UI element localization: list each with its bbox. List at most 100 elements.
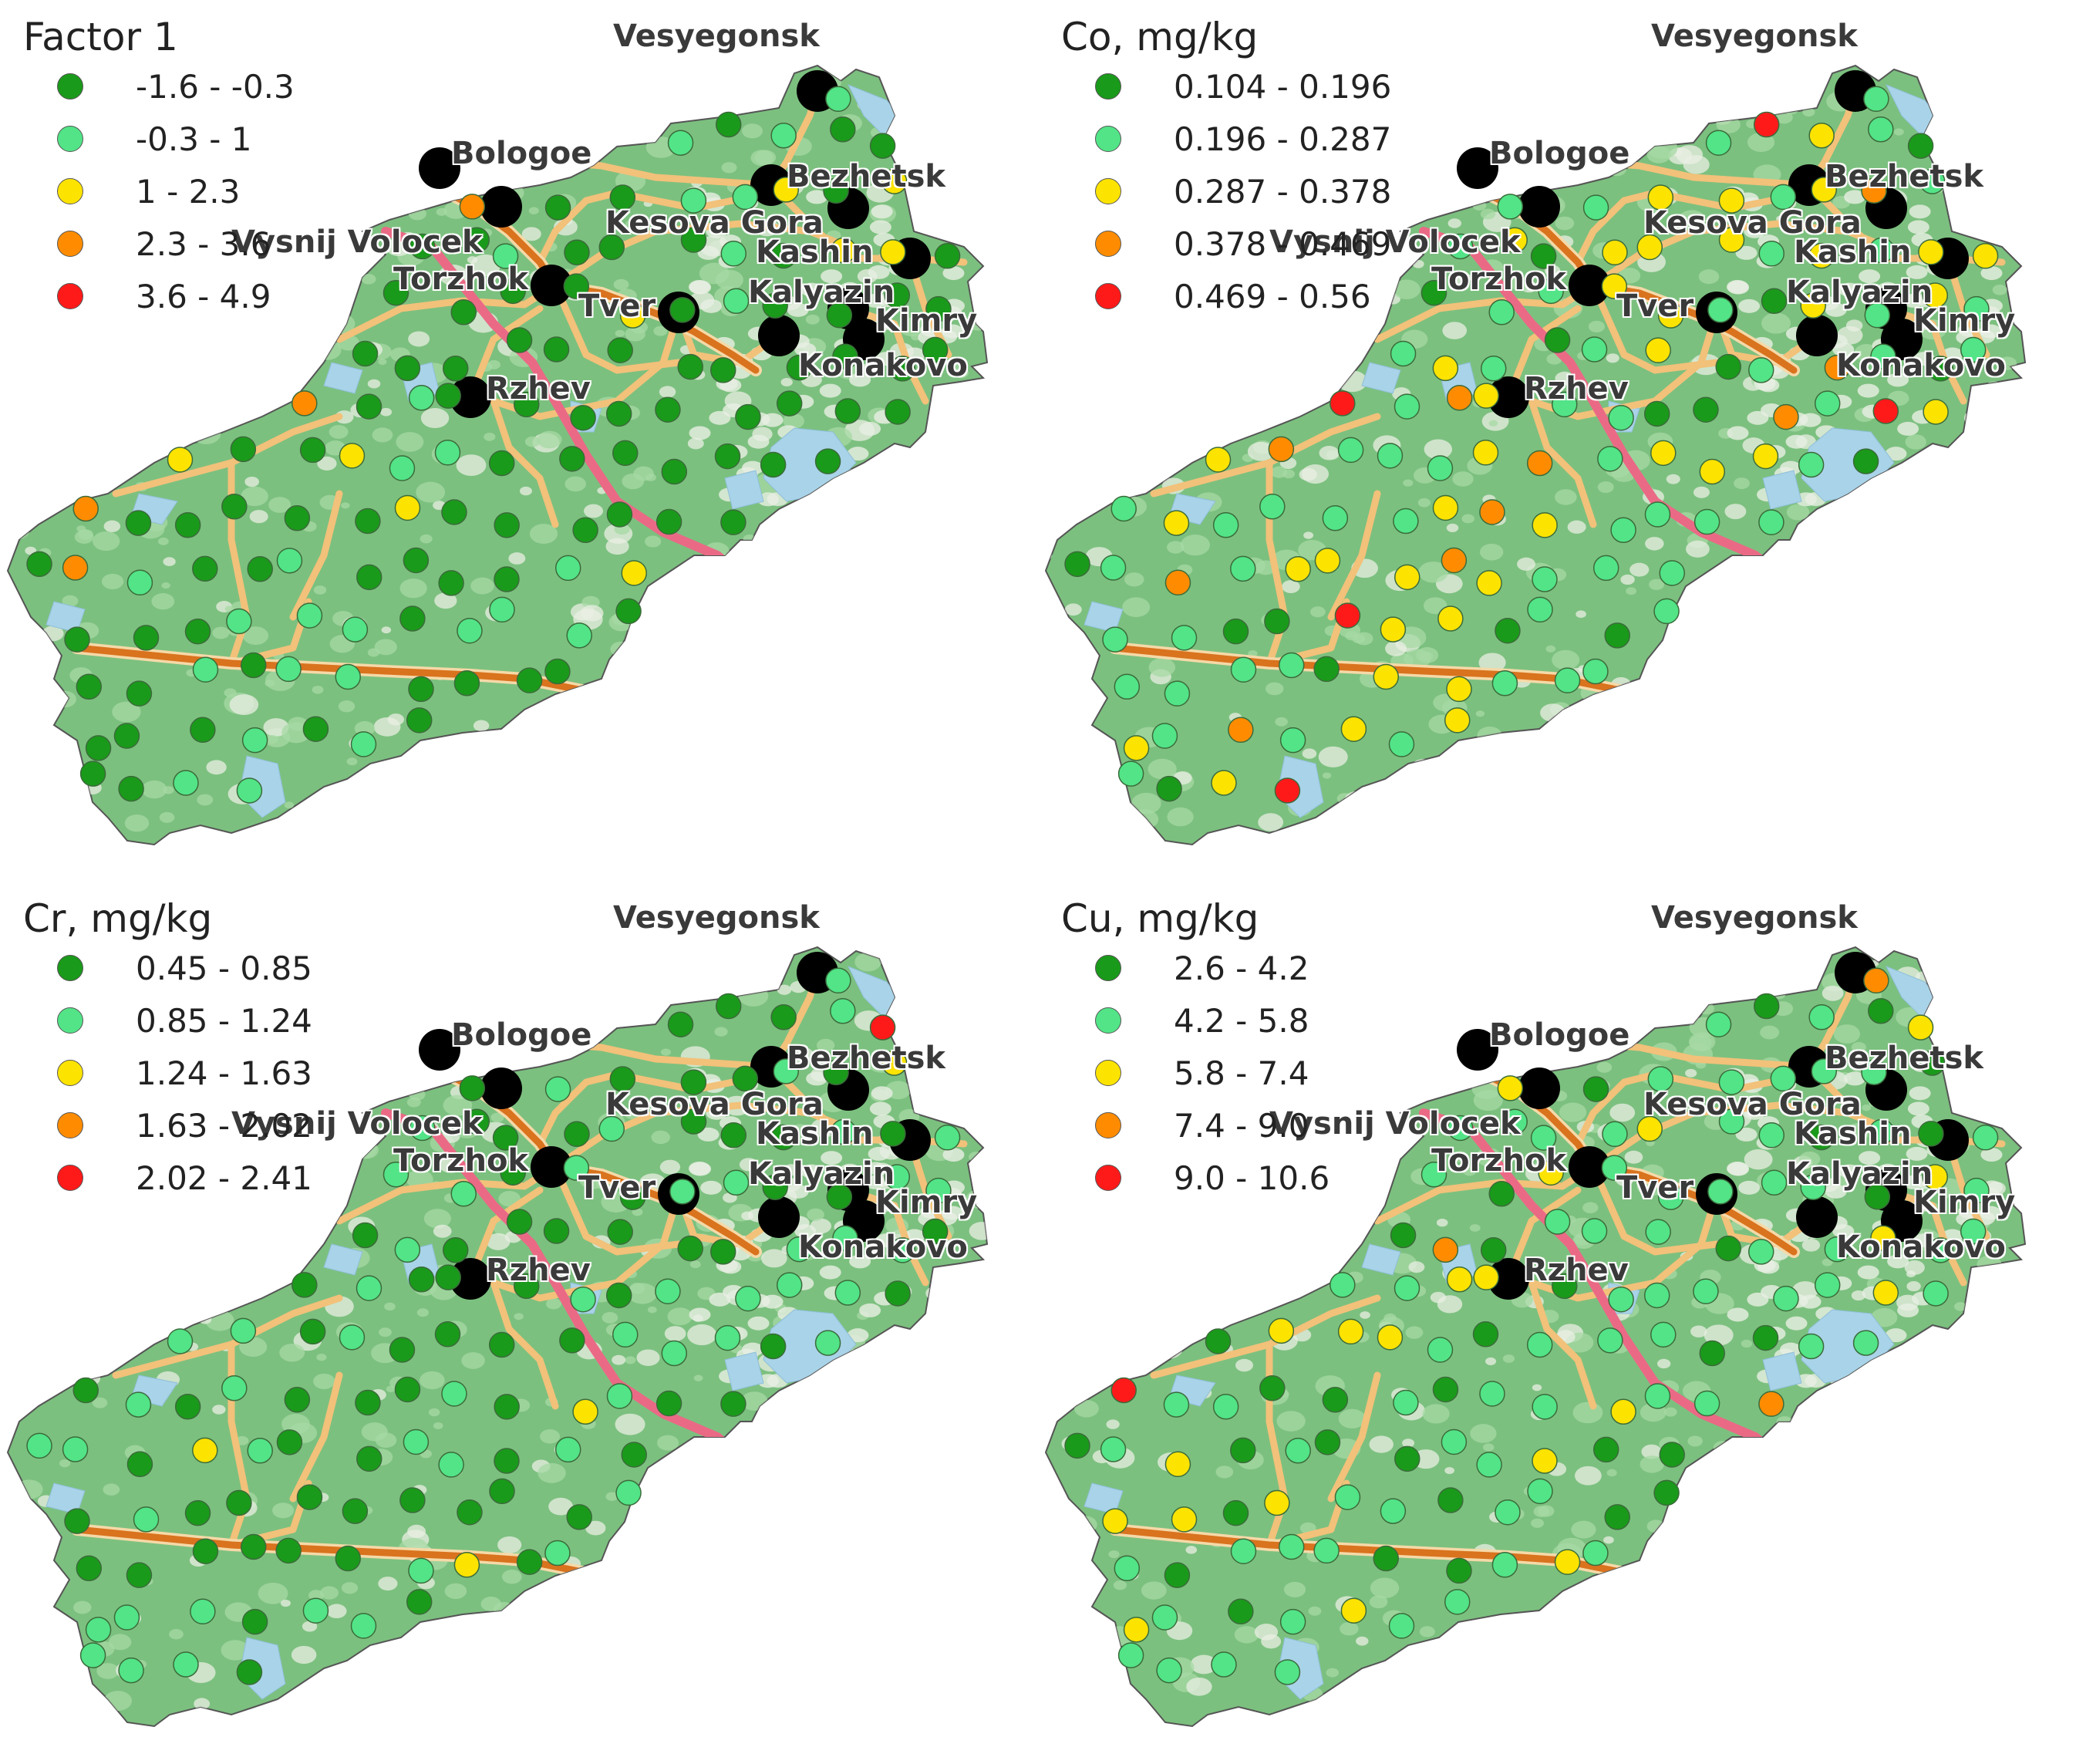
sample-point <box>441 1381 467 1407</box>
sample-point <box>1432 1236 1459 1263</box>
sample-point <box>292 390 318 417</box>
city-marker <box>531 265 572 306</box>
sample-point <box>564 239 590 266</box>
sample-point <box>680 1069 707 1095</box>
sample-point <box>1495 617 1521 644</box>
sample-point <box>1151 1604 1178 1631</box>
sample-point <box>1110 495 1137 522</box>
sample-point <box>869 1014 896 1041</box>
sample-point <box>880 1121 906 1147</box>
sample-point <box>1532 1394 1558 1420</box>
sample-point <box>925 295 952 322</box>
sample-point <box>125 510 152 536</box>
road <box>289 490 343 621</box>
sample-point <box>506 1209 533 1235</box>
legend-swatch <box>1095 126 1121 152</box>
sample-point <box>1707 1179 1734 1205</box>
road <box>1882 305 1967 405</box>
sample-point <box>408 1557 434 1584</box>
city-marker <box>450 1258 491 1300</box>
city-label: Konakovo <box>798 348 968 383</box>
legend-item: 0.85 - 1.24 <box>23 994 312 1047</box>
city-label: Kesova Gora <box>1643 1087 1862 1122</box>
sample-point <box>1171 1506 1198 1533</box>
sample-point <box>1538 1159 1564 1186</box>
sample-point <box>1761 288 1788 315</box>
map-legend: Co, mg/kg 0.104 - 0.196 0.196 - 0.287 0.287… <box>1061 14 1391 322</box>
sample-point <box>435 1264 461 1290</box>
sample-point <box>1770 1065 1797 1092</box>
sample-point <box>834 398 861 424</box>
sample-point <box>1610 1398 1636 1425</box>
road <box>1528 1279 1597 1410</box>
sample-point <box>680 1108 707 1135</box>
city-label: Kalyazin <box>748 1156 895 1192</box>
legend-label: -1.6 - -0.3 <box>136 67 295 106</box>
sample-point <box>1156 1657 1182 1684</box>
sample-point <box>1581 1218 1608 1244</box>
sample-point <box>723 288 750 315</box>
sample-point <box>1388 731 1415 757</box>
city-label: Bezhetsk <box>1825 1041 1984 1076</box>
sample-point <box>1657 1184 1684 1210</box>
sample-point <box>450 1180 477 1207</box>
legend-swatch <box>57 1007 83 1034</box>
road <box>1150 413 1381 497</box>
sample-point <box>174 1393 201 1420</box>
sample-point <box>612 440 639 467</box>
sample-point <box>247 1438 273 1464</box>
sample-point <box>1659 1442 1685 1468</box>
sample-point <box>1100 555 1127 581</box>
sample-point <box>350 731 377 757</box>
sample-point <box>1814 390 1841 417</box>
sample-point <box>732 1065 759 1092</box>
sample-point <box>389 455 416 481</box>
sample-point <box>1863 86 1889 113</box>
city-label: Tver <box>1616 1170 1694 1206</box>
water-body <box>724 470 764 510</box>
sample-point <box>1501 1108 1528 1135</box>
sample-point <box>1592 1436 1619 1463</box>
city-label: Bezhetsk <box>787 1041 946 1076</box>
sample-point <box>1432 494 1459 521</box>
sample-point <box>655 1390 682 1417</box>
sample-point <box>118 1657 144 1684</box>
sample-point <box>1864 302 1891 329</box>
city-label: Vesyegonsk <box>613 900 820 936</box>
sample-point <box>566 1504 592 1530</box>
map-legend: Cr, mg/kg 0.45 - 0.85 0.85 - 1.24 1.24 - 1.… <box>23 895 312 1204</box>
legend-swatch <box>57 955 83 981</box>
sample-point <box>126 569 153 596</box>
sample-point <box>1922 282 1949 309</box>
road <box>551 282 682 374</box>
sample-point <box>489 1478 515 1505</box>
sample-point <box>1446 1267 1473 1293</box>
city-marker <box>1518 1068 1560 1109</box>
sample-point <box>615 1479 642 1506</box>
sample-point <box>1064 1432 1090 1459</box>
sample-point <box>1610 517 1636 544</box>
legend-item: 0.196 - 0.287 <box>1061 113 1391 165</box>
sample-point <box>1230 656 1257 683</box>
legend-item: 1 - 2.3 <box>23 165 295 218</box>
road <box>1327 1371 1381 1503</box>
sample-point <box>1647 184 1674 211</box>
sample-point <box>230 436 257 463</box>
sample-point <box>889 1237 916 1263</box>
sample-point <box>1919 168 1946 194</box>
sample-point <box>1597 446 1623 472</box>
legend-swatch <box>57 1112 83 1138</box>
sample-point <box>394 1376 421 1403</box>
sample-point <box>1718 187 1745 214</box>
sample-point <box>619 302 646 329</box>
sample-point <box>1444 1589 1471 1615</box>
sample-point <box>1102 626 1128 653</box>
sample-point <box>1472 1321 1499 1347</box>
sample-point <box>1432 355 1459 382</box>
sample-point <box>1479 499 1505 525</box>
sample-point <box>355 1389 381 1416</box>
sample-point <box>1394 1275 1421 1301</box>
sample-point <box>494 512 520 538</box>
sample-point <box>1824 1236 1851 1263</box>
sample-point <box>760 1333 787 1360</box>
